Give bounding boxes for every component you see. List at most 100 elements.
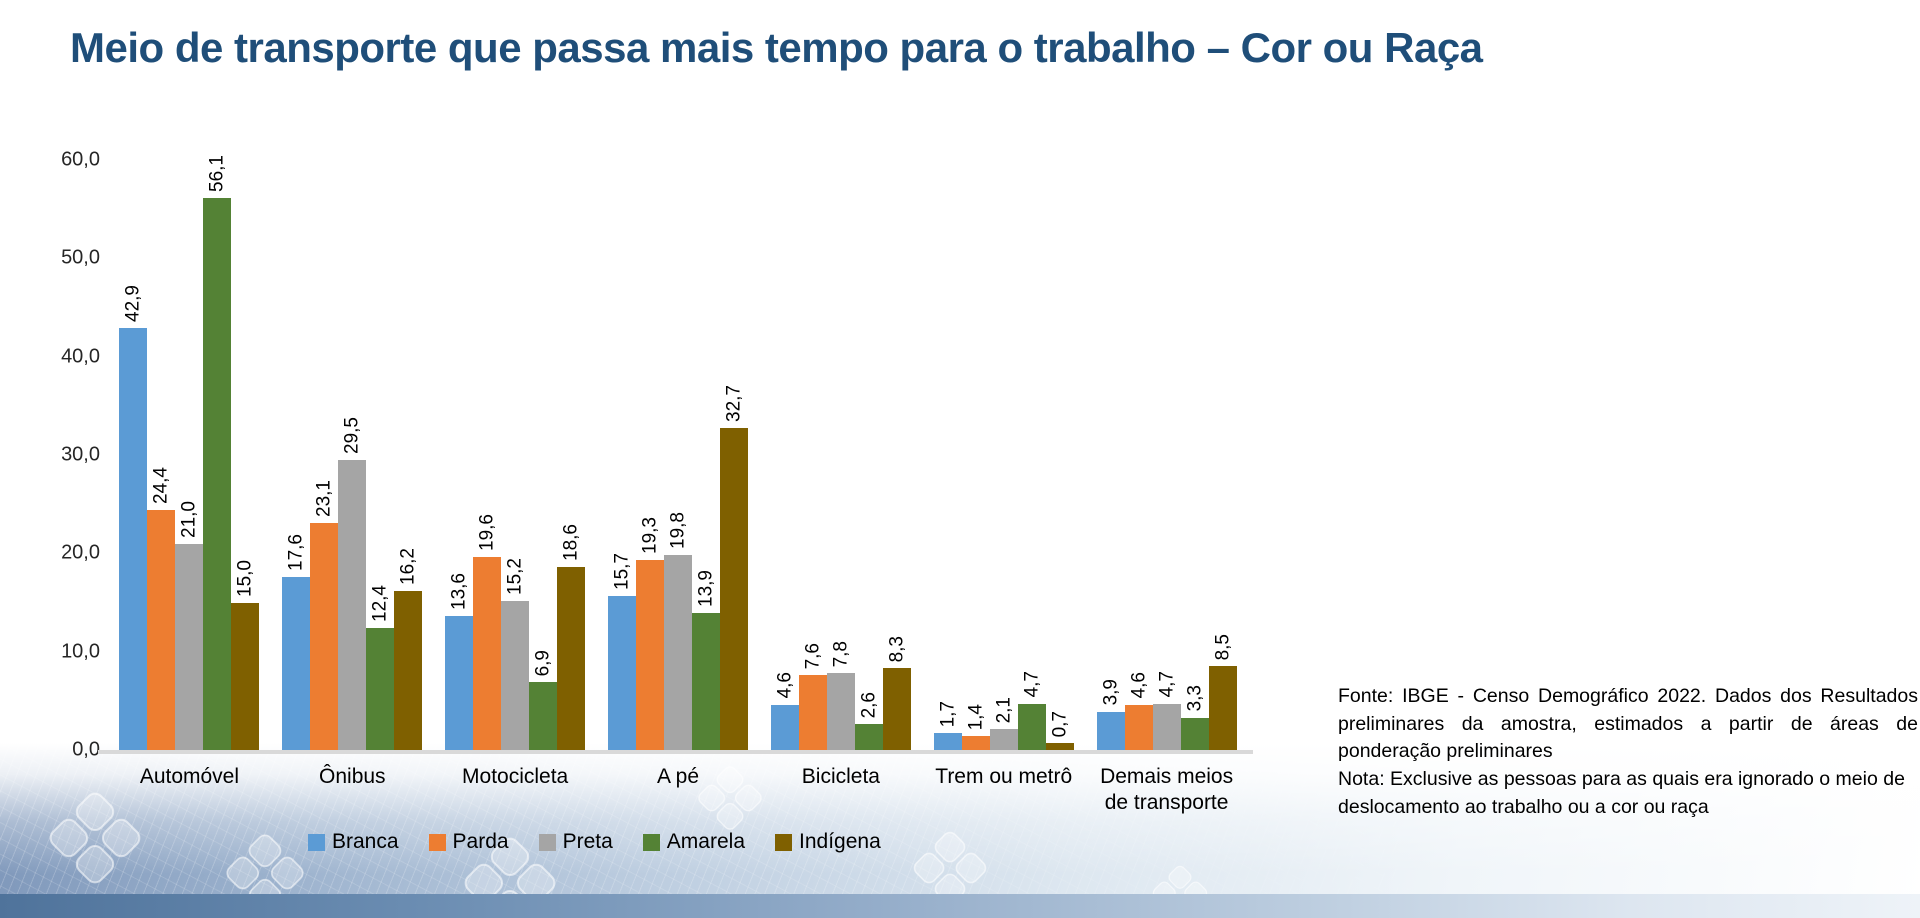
- legend-label-preta: Preta: [562, 830, 613, 853]
- decorative-bottom-band: [0, 743, 1920, 918]
- bar-value-label: 19,6: [476, 514, 498, 552]
- legend-swatch-branca: [308, 833, 325, 851]
- bar-group-trem-ou-metro: 1,7 1,4 2,1 4,7 0,7: [922, 160, 1085, 750]
- bar-preta-a-pe: 19,8: [664, 512, 692, 750]
- legend-item-amarela: Amarela: [642, 830, 745, 854]
- bar-preta-bicicleta: 7,8: [826, 641, 855, 750]
- bar-indigena-a-pe: 32,7: [720, 385, 748, 750]
- bar-preta-motocicleta: 15,2: [501, 558, 530, 750]
- bar-value-label: 7,8: [830, 640, 852, 668]
- page-title: Meio de transporte que passa mais tempo …: [70, 24, 1483, 71]
- bar-preta-automovel: 21,0: [175, 501, 204, 750]
- bar-amarela-automovel: 56,1: [203, 155, 232, 750]
- bar-value-label: 0,7: [1049, 710, 1071, 738]
- bar-group-motocicleta: 13,6 19,6 15,2 6,9 18,6: [434, 160, 597, 750]
- bar-value-label: 4,6: [774, 672, 796, 699]
- bar-value-label: 8,5: [1212, 634, 1234, 661]
- bar-amarela-onibus: 12,4: [366, 585, 395, 750]
- bar-amarela-bicicleta: 2,6: [854, 692, 883, 750]
- bar-value-label: 19,3: [639, 517, 661, 555]
- legend-swatch-parda: [428, 833, 446, 851]
- chart-legend: Branca Parda Preta Amarela Indígena: [308, 830, 881, 854]
- legend-item-preta: Preta: [538, 830, 613, 854]
- bar-group-bicicleta: 4,6 7,6 7,8 2,6 8,3: [759, 160, 922, 750]
- bar-value-label: 21,0: [178, 500, 200, 538]
- y-tick-label: 50,0: [61, 246, 100, 269]
- bar-indigena-onibus: 16,2: [394, 548, 423, 750]
- bar-preta-demais-meios-de-transporte: 4,7: [1152, 671, 1181, 750]
- bar-indigena-bicicleta: 8,3: [882, 636, 911, 750]
- bar-parda-trem-ou-metro: 1,4: [961, 704, 990, 750]
- bar-group-automovel: 42,9 24,4 21,0 56,1 15,0: [108, 155, 271, 750]
- bar-group-demais-meios-de-transporte: 3,9 4,6 4,7 3,3 8,5: [1085, 160, 1248, 750]
- bar-value-label: 16,2: [397, 547, 419, 585]
- x-axis-label-demais-meios-de-transporte: Demais meios de transporte: [1100, 765, 1234, 815]
- bar-value-label: 4,6: [1128, 672, 1150, 699]
- bar-indigena-automovel: 15,0: [231, 560, 260, 750]
- bar-branca-trem-ou-metro: 1,7: [933, 701, 962, 750]
- bar-value-label: 56,1: [206, 155, 228, 193]
- bar-preta-onibus: 29,5: [338, 417, 367, 750]
- nota-text: Nota: Exclusive as pessoas para as quais…: [1338, 768, 1905, 818]
- y-tick-label: 30,0: [61, 443, 100, 466]
- legend-item-indigena: Indígena: [775, 830, 881, 854]
- x-axis-labels: Automóvel Ônibus Motocicleta A pé Bicicleta T…: [108, 764, 1248, 817]
- bar-value-label: 3,3: [1184, 685, 1206, 712]
- bar-value-label: 17,6: [285, 533, 307, 571]
- x-axis-label-motocicleta: Motocicleta: [462, 765, 569, 788]
- bar-value-label: 3,9: [1100, 679, 1122, 706]
- bar-value-label: 32,7: [723, 385, 745, 423]
- bar-group-a-pe: 15,7 19,3 19,8 13,9 32,7: [597, 160, 760, 750]
- bar-branca-bicicleta: 4,6: [770, 672, 799, 750]
- y-tick-label: 40,0: [61, 345, 100, 368]
- bar-parda-demais-meios-de-transporte: 4,6: [1124, 672, 1153, 750]
- legend-swatch-indigena: [775, 833, 792, 851]
- legend-label-amarela: Amarela: [666, 830, 745, 853]
- bar-value-label: 29,5: [341, 416, 363, 454]
- bar-amarela-a-pe: 13,9: [692, 570, 720, 750]
- bar-branca-automovel: 42,9: [119, 285, 148, 750]
- bar-value-label: 15,7: [611, 552, 633, 590]
- x-axis-line: [98, 750, 1253, 754]
- bar-value-label: 2,1: [993, 696, 1015, 724]
- bar-indigena-demais-meios-de-transporte: 8,5: [1208, 634, 1237, 750]
- bar-branca-motocicleta: 13,6: [445, 573, 474, 750]
- fonte-text: Fonte: IBGE - Censo Demográfico 2022. Da…: [1338, 685, 1918, 763]
- bar-value-label: 4,7: [1021, 671, 1043, 698]
- legend-label-branca: Branca: [332, 830, 399, 853]
- band-top-fade: [0, 743, 1920, 918]
- bar-value-label: 15,2: [504, 557, 526, 595]
- bar-parda-motocicleta: 19,6: [473, 514, 502, 750]
- y-tick-label: 0,0: [72, 738, 100, 761]
- y-tick-label: 60,0: [61, 148, 100, 171]
- plot-area: 42,9 24,4 21,0 56,1 15,0 17,6 23,1 29,5 12,4 16,2…: [108, 155, 1248, 750]
- bar-value-label: 6,9: [532, 649, 554, 677]
- bar-parda-a-pe: 19,3: [636, 517, 664, 750]
- bar-amarela-motocicleta: 6,9: [529, 650, 558, 750]
- bar-value-label: 8,3: [886, 635, 908, 663]
- bar-value-label: 4,7: [1156, 671, 1178, 698]
- band-bottom-strip: [0, 894, 1920, 918]
- x-axis-label-bicicleta: Bicicleta: [801, 765, 880, 788]
- bar-value-label: 12,4: [369, 585, 391, 623]
- bar-parda-bicicleta: 7,6: [798, 643, 827, 750]
- bar-branca-a-pe: 15,7: [608, 553, 636, 750]
- legend-item-parda: Parda: [428, 830, 509, 854]
- bar-group-onibus: 17,6 23,1 29,5 12,4 16,2: [271, 160, 434, 750]
- bar-value-label: 1,4: [965, 703, 987, 731]
- bar-amarela-demais-meios-de-transporte: 3,3: [1180, 685, 1209, 750]
- legend-swatch-preta: [538, 833, 556, 851]
- y-tick-label: 10,0: [61, 640, 100, 663]
- bar-indigena-trem-ou-metro: 0,7: [1045, 711, 1074, 750]
- bar-branca-demais-meios-de-transporte: 3,9: [1096, 679, 1125, 750]
- y-axis: 0,0 10,0 20,0 30,0 40,0 50,0 60,0: [20, 149, 100, 761]
- bar-value-label: 15,0: [234, 559, 256, 597]
- legend-item-branca: Branca: [308, 830, 399, 854]
- bar-value-label: 13,9: [695, 570, 717, 608]
- bar-amarela-trem-ou-metro: 4,7: [1017, 671, 1046, 750]
- bar-parda-automovel: 24,4: [147, 467, 176, 750]
- y-tick-label: 20,0: [61, 541, 100, 564]
- bar-value-label: 13,6: [448, 573, 470, 611]
- bar-value-label: 1,7: [937, 700, 959, 728]
